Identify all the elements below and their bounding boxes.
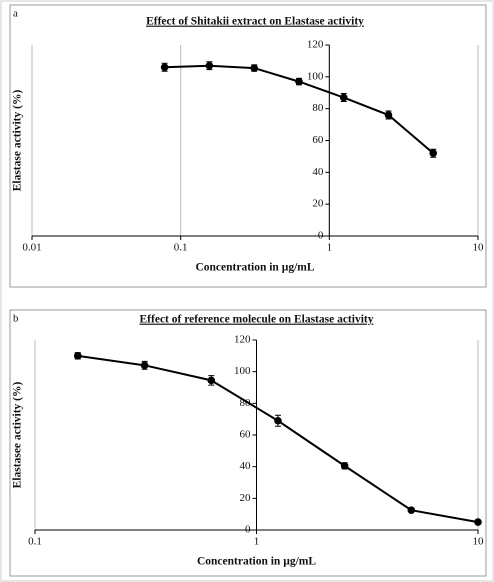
y-tick-label: 120 <box>234 334 251 346</box>
data-point <box>160 63 169 72</box>
x-tick-label: 0.1 <box>174 242 188 254</box>
y-tick-label: 100 <box>307 70 324 82</box>
y-tick-label: 0 <box>318 230 324 242</box>
x-axis-label: Concentration in µg/mL <box>195 262 314 274</box>
x-tick-label: 1 <box>254 536 260 548</box>
data-point <box>274 416 282 425</box>
panel-label: a <box>13 8 18 20</box>
data-point <box>429 149 438 158</box>
y-axis-label: Elastase activity (%) <box>12 90 24 192</box>
data-point <box>474 518 482 526</box>
y-tick-label: 80 <box>312 102 324 114</box>
y-tick-label: 40 <box>240 460 252 472</box>
data-point <box>340 462 349 470</box>
x-tick-label: 10 <box>473 536 485 548</box>
data-point <box>250 64 259 72</box>
chart-title: Effect of reference molecule on Elastase… <box>140 314 374 326</box>
chart-title: Effect of Shitakii extract on Elastase a… <box>146 16 364 28</box>
data-point <box>384 111 393 119</box>
y-tick-label: 60 <box>312 134 324 146</box>
data-point <box>140 361 149 370</box>
data-point <box>407 506 416 515</box>
data-point <box>73 352 82 360</box>
y-tick-label: 40 <box>312 166 324 178</box>
x-tick-label: 0.1 <box>28 536 42 548</box>
y-axis-label: Elastasee activity (%) <box>12 381 24 488</box>
data-point <box>339 93 348 102</box>
y-tick-label: 0 <box>245 524 251 536</box>
y-tick-label: 60 <box>240 429 252 441</box>
chart-frame <box>9 309 487 577</box>
y-tick-label: 80 <box>240 397 252 409</box>
y-tick-label: 20 <box>240 492 252 504</box>
chart-frame <box>9 4 487 288</box>
y-tick-label: 20 <box>312 198 324 210</box>
data-point <box>207 376 216 385</box>
x-tick-label: 0.01 <box>22 242 41 254</box>
data-point <box>295 77 303 86</box>
x-tick-label: 1 <box>327 242 333 254</box>
x-axis-label: Concentration in µg/mL <box>197 556 316 568</box>
y-tick-label: 120 <box>307 39 324 51</box>
x-tick-label: 10 <box>473 242 485 254</box>
data-point <box>205 61 214 70</box>
panel-label: b <box>13 313 19 325</box>
y-tick-label: 100 <box>234 365 251 377</box>
